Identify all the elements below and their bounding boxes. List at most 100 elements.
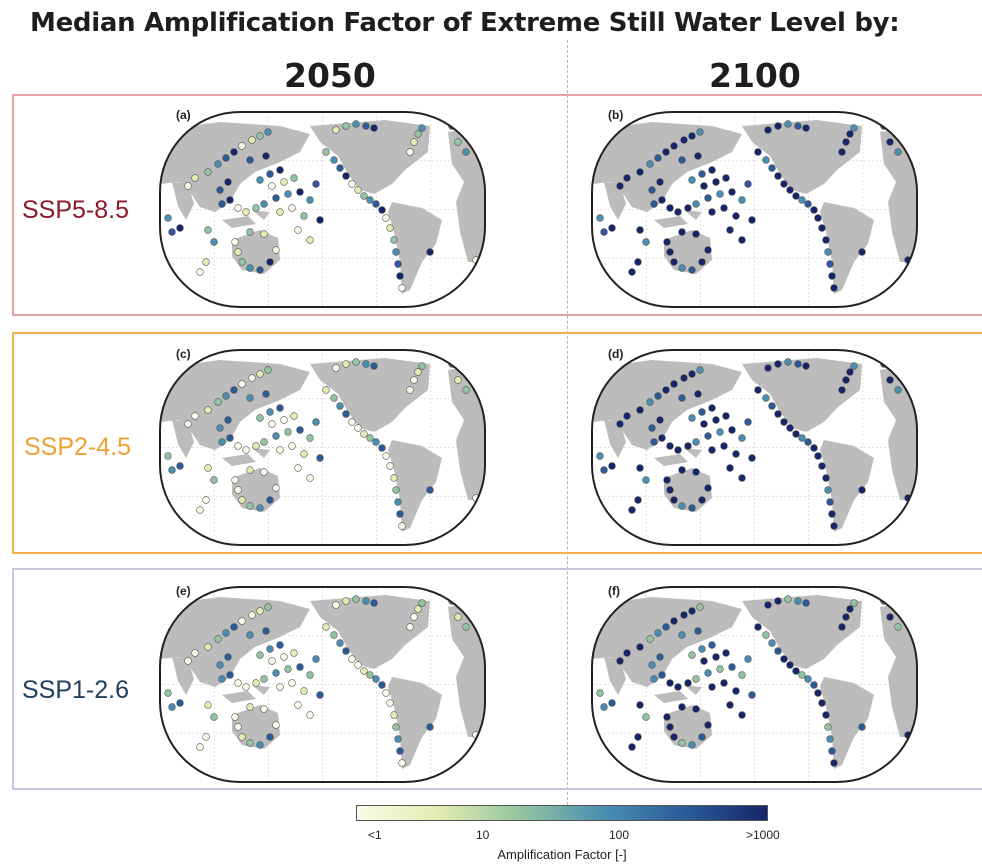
station-marker xyxy=(636,701,644,709)
station-marker xyxy=(648,424,656,432)
station-marker xyxy=(798,434,806,442)
station-marker xyxy=(656,178,664,186)
station-marker xyxy=(330,631,338,639)
station-marker xyxy=(238,142,246,150)
station-marker xyxy=(336,402,344,410)
station-marker xyxy=(210,476,218,484)
station-marker xyxy=(290,412,298,420)
south-america-landmass xyxy=(388,202,442,294)
station-marker xyxy=(224,653,232,661)
station-marker xyxy=(654,392,662,400)
station-marker xyxy=(688,741,696,749)
station-marker xyxy=(410,376,418,384)
station-marker xyxy=(476,739,484,747)
station-marker xyxy=(316,691,324,699)
station-marker xyxy=(708,404,716,412)
station-marker xyxy=(256,741,264,749)
station-marker xyxy=(396,510,404,518)
station-marker xyxy=(738,196,746,204)
station-marker xyxy=(176,224,184,232)
station-marker xyxy=(886,613,894,621)
station-marker xyxy=(700,420,708,428)
station-marker xyxy=(260,230,268,238)
panel-label-b: (b) xyxy=(608,108,624,122)
station-marker xyxy=(246,502,254,510)
station-marker xyxy=(330,394,338,402)
station-marker xyxy=(396,272,404,280)
station-marker xyxy=(642,713,650,721)
station-marker xyxy=(378,206,386,214)
station-marker xyxy=(454,613,462,621)
south-america-landmass xyxy=(388,440,442,532)
station-marker xyxy=(728,663,736,671)
station-marker xyxy=(234,679,242,687)
colorbar-tick-10: 10 xyxy=(476,828,490,842)
station-marker xyxy=(462,623,470,631)
station-marker xyxy=(850,124,858,132)
station-marker xyxy=(894,623,902,631)
station-marker xyxy=(678,631,686,639)
station-marker xyxy=(786,661,794,669)
station-marker xyxy=(608,462,616,470)
station-marker xyxy=(696,603,704,611)
station-marker xyxy=(184,657,192,665)
station-marker xyxy=(378,681,386,689)
station-marker xyxy=(818,224,826,232)
station-marker xyxy=(204,226,212,234)
station-marker xyxy=(394,735,402,743)
station-marker xyxy=(708,683,716,691)
station-marker xyxy=(234,486,242,494)
station-marker xyxy=(248,611,256,619)
station-marker xyxy=(392,723,400,731)
station-marker xyxy=(810,206,818,214)
station-marker xyxy=(264,128,272,136)
station-marker xyxy=(288,204,296,212)
station-marker xyxy=(886,138,894,146)
station-marker xyxy=(623,649,631,657)
column-header-2050: 2050 xyxy=(284,56,376,95)
station-marker xyxy=(246,264,254,272)
asia-landmass xyxy=(592,597,742,687)
station-marker xyxy=(290,174,298,182)
station-marker xyxy=(246,466,254,474)
station-marker xyxy=(248,136,256,144)
station-marker xyxy=(276,683,284,691)
station-marker xyxy=(678,264,686,272)
station-marker xyxy=(600,703,608,711)
station-marker xyxy=(330,156,338,164)
station-marker xyxy=(838,623,846,631)
station-marker xyxy=(692,675,700,683)
station-marker xyxy=(634,258,642,266)
station-marker xyxy=(738,474,746,482)
colorbar-tick-100: 100 xyxy=(609,828,630,842)
station-marker xyxy=(642,476,650,484)
station-marker xyxy=(216,424,224,432)
station-marker xyxy=(814,214,822,222)
station-marker xyxy=(296,188,304,196)
station-marker xyxy=(246,228,254,236)
column-divider xyxy=(567,40,568,810)
station-marker xyxy=(366,434,374,442)
station-marker xyxy=(678,703,686,711)
south-america-landmass xyxy=(388,677,442,769)
station-marker xyxy=(276,641,284,649)
asia-landmass xyxy=(592,360,742,450)
station-marker xyxy=(722,174,730,182)
station-marker xyxy=(784,358,792,366)
station-marker xyxy=(822,236,830,244)
station-marker xyxy=(216,661,224,669)
station-marker xyxy=(276,446,284,454)
station-marker xyxy=(838,386,846,394)
station-marker xyxy=(688,414,696,422)
panel-label-e: (e) xyxy=(176,584,191,598)
station-marker xyxy=(846,368,854,376)
station-marker xyxy=(754,623,762,631)
map-outline xyxy=(591,111,918,308)
station-marker xyxy=(694,390,702,398)
station-marker xyxy=(650,675,658,683)
station-marker xyxy=(204,464,212,472)
station-marker xyxy=(202,733,210,741)
india-landmass xyxy=(604,657,626,695)
europe-africa-landmass xyxy=(448,364,485,500)
station-marker xyxy=(692,705,700,713)
